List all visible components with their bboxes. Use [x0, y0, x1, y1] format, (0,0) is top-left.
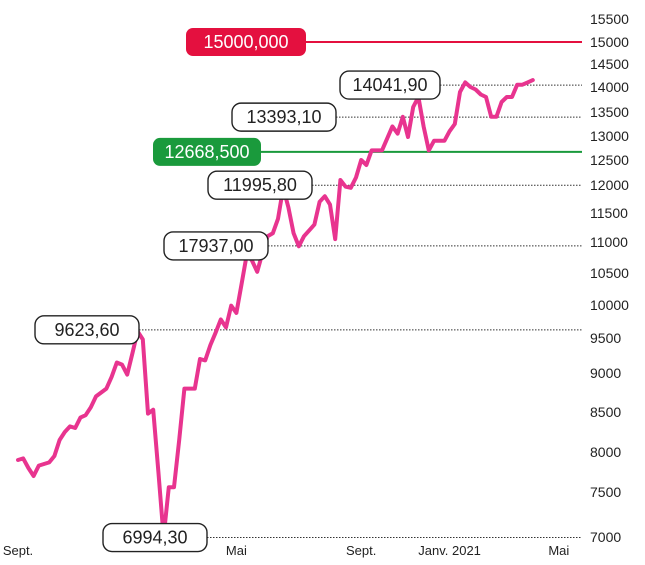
y-tick-label: 8000 [590, 444, 621, 460]
y-tick-label: 12000 [590, 177, 629, 193]
price-line [16, 78, 535, 539]
annotation-leader-lines [139, 84, 582, 539]
reference-lines: 15000,000 12668,500 [153, 28, 582, 166]
y-tick-label: 7500 [590, 484, 621, 500]
y-tick-label: 15000 [590, 34, 629, 50]
annotation-callouts: 14041,90 13393,10 11995,80 17937,00 9623,60 6… [34, 70, 441, 553]
y-tick-label: 8500 [590, 404, 621, 420]
annotation-label: 6994,30 [122, 528, 187, 548]
annotation-label: 14041,90 [352, 75, 427, 95]
y-tick-label: 10500 [590, 265, 629, 281]
annotation-box [339, 70, 441, 100]
x-tick-label: Sept. [346, 543, 376, 558]
y-tick-label: 9000 [590, 365, 621, 381]
y-tick-label: 7000 [590, 529, 621, 545]
series-layer [16, 78, 535, 539]
annotation-label: 9623,60 [54, 320, 119, 340]
reference-label: 15000,000 [203, 32, 288, 52]
y-tick-label: 13000 [590, 128, 629, 144]
annotation-box [231, 102, 337, 132]
y-tick-label: 15500 [590, 11, 629, 27]
annotation-box [102, 522, 208, 553]
reference-label-box [153, 137, 261, 166]
annotation-box [34, 315, 140, 345]
y-tick-label: 11000 [590, 234, 628, 250]
reference-label: 12668,500 [164, 142, 249, 162]
y-tick-label: 14000 [590, 79, 629, 95]
x-tick-label: Sept. [3, 543, 33, 558]
y-axis-ticks: 7000 7500 8000 8500 9000 9500 10000 10500 11000 1… [590, 11, 629, 545]
annotation-box [207, 170, 313, 200]
x-axis-ticks: Sept. Mai Sept. Janv. 2021 Mai [3, 543, 570, 558]
y-tick-label: 14500 [590, 56, 629, 72]
annotation-label: 17937,00 [178, 236, 253, 256]
y-tick-label: 11500 [590, 205, 628, 221]
x-tick-label: Janv. 2021 [418, 543, 481, 558]
y-tick-label: 12500 [590, 152, 629, 168]
x-tick-label: Mai [226, 543, 247, 558]
annotation-label: 13393,10 [246, 107, 321, 127]
y-tick-label: 13500 [590, 104, 629, 120]
y-tick-label: 9500 [590, 330, 621, 346]
annotation-box [163, 231, 269, 261]
y-tick-label: 10000 [590, 297, 629, 313]
annotation-label: 11995,80 [223, 175, 297, 195]
reference-label-box [186, 28, 306, 56]
x-tick-label: Mai [548, 543, 569, 558]
